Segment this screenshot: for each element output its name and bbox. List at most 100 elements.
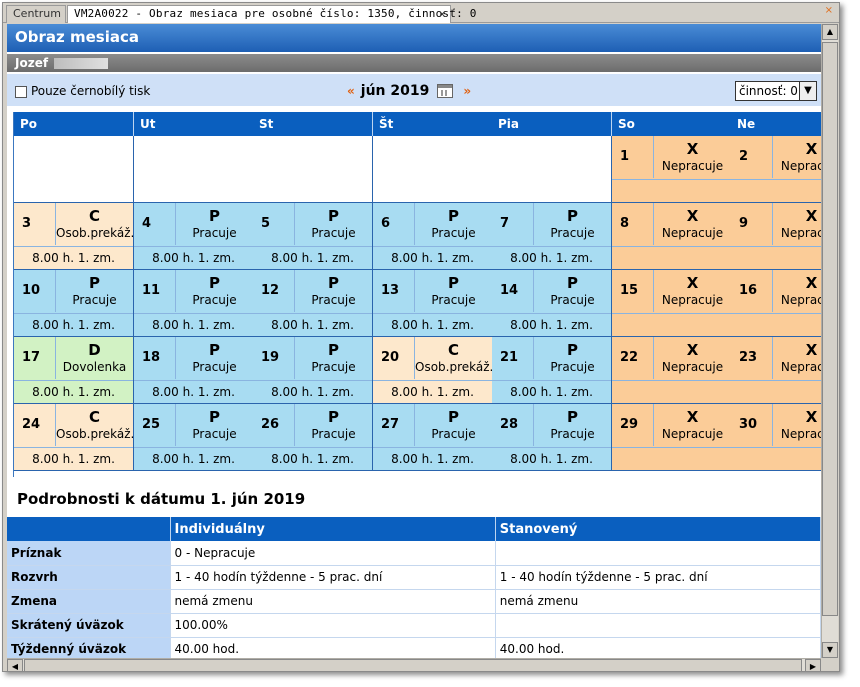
day-code: P bbox=[448, 408, 459, 426]
day-hours bbox=[612, 447, 731, 470]
details-row-label: Zmena bbox=[7, 589, 171, 614]
calendar-day-15[interactable]: 15 X Nepracuje bbox=[612, 270, 732, 337]
day-hours: 8.00 h. 1. zm. bbox=[373, 313, 492, 336]
day-code: P bbox=[328, 274, 339, 292]
vertical-scrollbar[interactable]: ▲ ▼ bbox=[821, 24, 838, 658]
prev-month-icon[interactable]: « bbox=[347, 84, 355, 98]
day-number: 17 bbox=[14, 337, 56, 379]
vertical-scroll-thumb[interactable] bbox=[822, 42, 838, 616]
day-hours: 8.00 h. 1. zm. bbox=[14, 447, 133, 470]
calendar-day-6[interactable]: 6 P Pracuje 8.00 h. 1. zm. bbox=[373, 203, 493, 270]
horizontal-scroll-thumb[interactable] bbox=[24, 659, 802, 671]
day-hours: 8.00 h. 1. zm. bbox=[373, 447, 492, 470]
details-row: Skrátený úväzok 100.00% bbox=[7, 613, 821, 638]
horizontal-scrollbar[interactable]: ◀ ▶ bbox=[7, 658, 821, 671]
day-hours: 8.00 h. 1. zm. bbox=[492, 380, 611, 403]
day-status: Nepracuje bbox=[661, 226, 724, 240]
details-title: Podrobnosti k dátumu 1. jún 2019 bbox=[17, 490, 306, 508]
day-code: P bbox=[328, 341, 339, 359]
calendar-day-24[interactable]: 24 C Osob.prekáž. 8.00 h. 1. zm. bbox=[14, 404, 134, 471]
day-code: X bbox=[805, 140, 818, 158]
day-hours: 8.00 h. 1. zm. bbox=[492, 246, 611, 269]
details-individual-value: 0 - Nepracuje bbox=[170, 541, 496, 566]
bw-print-checkbox[interactable] bbox=[15, 86, 27, 98]
day-status: Pracuje bbox=[311, 293, 356, 307]
calendar-day-17[interactable]: 17 D Dovolenka 8.00 h. 1. zm. bbox=[14, 337, 134, 404]
day-status: Pracuje bbox=[192, 226, 237, 240]
calendar-day-18[interactable]: 18 P Pracuje 8.00 h. 1. zm. bbox=[134, 337, 254, 404]
day-number: 29 bbox=[612, 404, 654, 446]
calendar-cell-empty bbox=[492, 136, 612, 203]
day-code: P bbox=[567, 207, 578, 225]
chevron-down-icon[interactable]: ▼ bbox=[799, 82, 816, 100]
day-hours: 8.00 h. 1. zm. bbox=[373, 246, 492, 269]
pin-icon[interactable]: ⨯ bbox=[824, 5, 833, 16]
tab-centrum[interactable]: Centrum bbox=[6, 5, 66, 23]
scroll-up-icon[interactable]: ▲ bbox=[822, 24, 838, 40]
calendar-day-1[interactable]: 1 X Nepracuje bbox=[612, 136, 732, 203]
day-code: P bbox=[209, 408, 220, 426]
day-hours: 8.00 h. 1. zm. bbox=[253, 447, 372, 470]
details-body: Príznak 0 - Nepracuje Rozvrh 1 - 40 hodín t… bbox=[7, 541, 821, 658]
calendar-day-22[interactable]: 22 X Nepracuje bbox=[612, 337, 732, 404]
tab-month-view[interactable]: VM2A0022 - Obraz mesiaca pre osobné čísl… bbox=[67, 5, 476, 23]
calendar-day-21[interactable]: 21 P Pracuje 8.00 h. 1. zm. bbox=[492, 337, 612, 404]
calendar-day-7[interactable]: 7 P Pracuje 8.00 h. 1. zm. bbox=[492, 203, 612, 270]
details-standard-value: 40.00 hod. bbox=[495, 637, 821, 658]
calendar-day-29[interactable]: 29 X Nepracuje bbox=[612, 404, 732, 471]
day-number: 27 bbox=[373, 404, 415, 446]
calendar-day-13[interactable]: 13 P Pracuje 8.00 h. 1. zm. bbox=[373, 270, 493, 337]
day-code: X bbox=[805, 408, 818, 426]
day-code: P bbox=[567, 408, 578, 426]
details-row-label: Príznak bbox=[7, 541, 171, 566]
day-code: P bbox=[448, 207, 459, 225]
day-number: 1 bbox=[612, 136, 654, 178]
scroll-right-icon[interactable]: ▶ bbox=[805, 659, 821, 671]
scroll-down-icon[interactable]: ▼ bbox=[822, 642, 838, 658]
scroll-left-icon[interactable]: ◀ bbox=[7, 659, 23, 671]
day-hours: 8.00 h. 1. zm. bbox=[253, 246, 372, 269]
details-header-row: Individuálny Stanovený bbox=[7, 517, 821, 541]
calendar-icon[interactable] bbox=[437, 84, 454, 98]
calendar-day-20[interactable]: 20 C Osob.prekáž. 8.00 h. 1. zm. bbox=[373, 337, 493, 404]
day-hours: 8.00 h. 1. zm. bbox=[134, 380, 253, 403]
calendar-day-8[interactable]: 8 X Nepracuje bbox=[612, 203, 732, 270]
activity-select[interactable]: činnosť: 0 ▼ bbox=[735, 81, 817, 101]
day-number: 14 bbox=[492, 270, 534, 312]
calendar-day-4[interactable]: 4 P Pracuje 8.00 h. 1. zm. bbox=[134, 203, 254, 270]
calendar-day-28[interactable]: 28 P Pracuje 8.00 h. 1. zm. bbox=[492, 404, 612, 471]
day-status: Pracuje bbox=[311, 226, 356, 240]
next-month-icon[interactable]: » bbox=[463, 84, 471, 98]
details-table: Individuálny Stanovený Príznak 0 - Neprac… bbox=[7, 517, 821, 658]
calendar-cell-empty bbox=[134, 136, 254, 203]
calendar-day-5[interactable]: 5 P Pracuje 8.00 h. 1. zm. bbox=[253, 203, 373, 270]
calendar-day-27[interactable]: 27 P Pracuje 8.00 h. 1. zm. bbox=[373, 404, 493, 471]
calendar-day-12[interactable]: 12 P Pracuje 8.00 h. 1. zm. bbox=[253, 270, 373, 337]
details-standard-value: nemá zmenu bbox=[495, 589, 821, 614]
scrollbar-corner bbox=[821, 658, 838, 671]
details-row-label: Skrátený úväzok bbox=[7, 613, 171, 638]
bw-print-label[interactable]: Pouze černobílý tisk bbox=[31, 84, 151, 98]
day-number: 23 bbox=[731, 337, 773, 379]
day-hours: 8.00 h. 1. zm. bbox=[253, 380, 372, 403]
calendar-day-19[interactable]: 19 P Pracuje 8.00 h. 1. zm. bbox=[253, 337, 373, 404]
day-code: D bbox=[88, 341, 101, 359]
calendar-day-3[interactable]: 3 C Osob.prekáž. 8.00 h. 1. zm. bbox=[14, 203, 134, 270]
day-status: Pracuje bbox=[550, 293, 595, 307]
calendar-day-11[interactable]: 11 P Pracuje 8.00 h. 1. zm. bbox=[134, 270, 254, 337]
calendar-day-26[interactable]: 26 P Pracuje 8.00 h. 1. zm. bbox=[253, 404, 373, 471]
details-individual-value: 1 - 40 hodín týždenne - 5 prac. dní bbox=[170, 565, 496, 590]
weekday-header: Št bbox=[373, 112, 493, 136]
close-icon[interactable]: × bbox=[438, 7, 446, 21]
calendar-day-14[interactable]: 14 P Pracuje 8.00 h. 1. zm. bbox=[492, 270, 612, 337]
day-number: 15 bbox=[612, 270, 654, 312]
calendar-day-10[interactable]: 10 P Pracuje 8.00 h. 1. zm. bbox=[14, 270, 134, 337]
calendar-day-25[interactable]: 25 P Pracuje 8.00 h. 1. zm. bbox=[134, 404, 254, 471]
day-status: Pracuje bbox=[550, 226, 595, 240]
day-status: Pracuje bbox=[192, 427, 237, 441]
